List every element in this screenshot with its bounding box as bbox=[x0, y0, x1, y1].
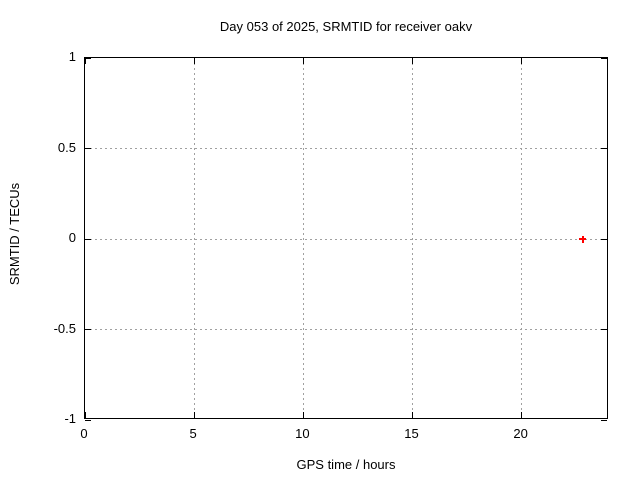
y-tick-label: 0.5 bbox=[57, 139, 76, 155]
x-tick-mark-bottom bbox=[412, 412, 413, 418]
vertical-gridline bbox=[193, 58, 195, 418]
y-tick-mark-left bbox=[85, 419, 91, 421]
horizontal-gridline bbox=[85, 329, 607, 330]
x-tick-label: 5 bbox=[189, 426, 197, 441]
horizontal-gridline bbox=[85, 238, 607, 240]
vertical-gridline bbox=[412, 58, 413, 418]
y-tick-mark-right bbox=[601, 148, 607, 149]
horizontal-gridline bbox=[85, 148, 607, 149]
x-tick-mark-top bbox=[302, 58, 304, 64]
y-tick-mark-left bbox=[85, 238, 91, 240]
y-tick-label: 1 bbox=[68, 49, 76, 64]
plot-area bbox=[84, 57, 608, 421]
y-tick-mark-right bbox=[601, 238, 607, 240]
y-tick-mark-right bbox=[601, 329, 607, 330]
y-tick-label: -0.5 bbox=[53, 320, 76, 336]
y-tick-mark-left bbox=[85, 148, 91, 149]
y-tick-label: -1 bbox=[64, 411, 76, 426]
x-tick-label: 0 bbox=[80, 426, 88, 441]
x-tick-mark-bottom bbox=[193, 412, 195, 418]
y-tick-mark-left bbox=[85, 329, 91, 330]
x-tick-mark-top bbox=[193, 58, 195, 64]
x-tick-label: 20 bbox=[513, 426, 528, 441]
x-tick-mark-top bbox=[412, 58, 413, 64]
x-tick-label: 10 bbox=[295, 426, 310, 441]
x-tick-mark-top bbox=[521, 58, 523, 64]
x-tick-mark-bottom bbox=[521, 412, 523, 418]
y-tick-mark-left bbox=[85, 57, 91, 59]
x-tick-label: 15 bbox=[404, 426, 419, 441]
data-point-marker bbox=[579, 235, 587, 243]
vertical-gridline bbox=[521, 58, 523, 418]
y-axis-label: SRMTID / TECUs bbox=[7, 182, 22, 286]
x-tick-mark-bottom bbox=[84, 412, 86, 418]
y-tick-mark-right bbox=[601, 419, 607, 421]
y-tick-mark-right bbox=[601, 57, 607, 59]
x-tick-mark-top bbox=[84, 58, 86, 64]
chart-title: Day 053 of 2025, SRMTID for receiver oak… bbox=[219, 19, 473, 34]
y-tick-label: 0 bbox=[68, 230, 76, 245]
x-axis-label: GPS time / hours bbox=[296, 457, 396, 472]
x-tick-mark-bottom bbox=[302, 412, 304, 418]
vertical-gridline bbox=[302, 58, 304, 418]
